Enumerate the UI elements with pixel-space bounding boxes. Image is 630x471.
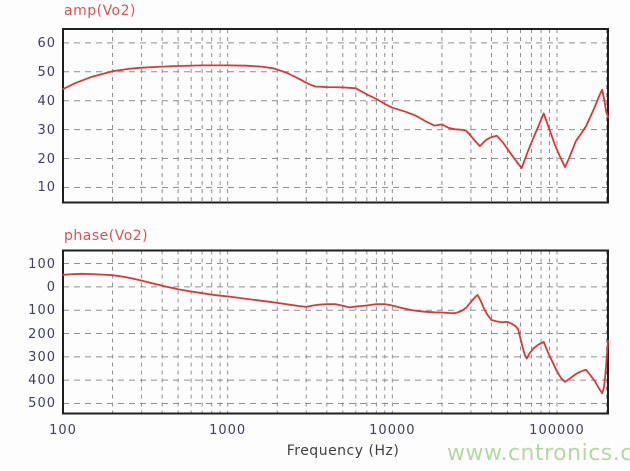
y-tick-label: 500 (28, 396, 56, 412)
x-tick-label: 100000 (529, 423, 585, 438)
y-tick-label: 200 (28, 326, 56, 342)
x-tick-label: 1000 (209, 423, 247, 438)
y-tick-label: 10 (37, 180, 56, 196)
plot-border (62, 28, 609, 204)
x-axis-label: Frequency (Hz) (286, 443, 400, 459)
y-tick-label: 100 (28, 256, 56, 272)
x-tick-label: 100 (49, 423, 77, 438)
amp-curve (62, 64, 609, 170)
y-tick-label: 400 (28, 373, 56, 389)
y-tick-label: 300 (28, 349, 56, 365)
watermark-text: www.cntronics.com (447, 441, 630, 466)
amp-chart-title: amp(Vo2) (64, 3, 136, 19)
phase-curve (62, 272, 609, 395)
y-tick-label: 50 (37, 64, 56, 80)
y-tick-label: 60 (37, 35, 56, 51)
y-tick-label: 100 (28, 303, 56, 319)
y-tick-label: 0 (46, 279, 56, 295)
plot-border (62, 249, 609, 415)
y-tick-label: 30 (37, 122, 56, 138)
y-tick-label: 40 (37, 93, 56, 109)
x-tick-label: 10000 (369, 423, 416, 438)
phase-chart-title: phase(Vo2) (64, 228, 149, 244)
y-tick-label: 20 (37, 151, 56, 167)
